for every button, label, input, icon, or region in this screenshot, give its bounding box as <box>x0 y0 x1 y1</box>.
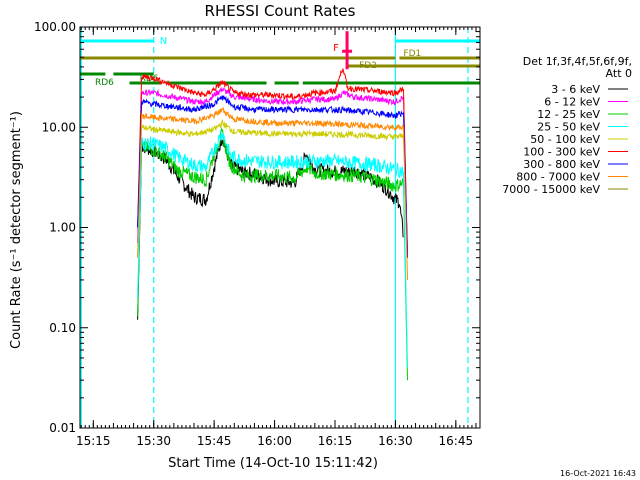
x-tick-label: 16:00 <box>257 434 292 448</box>
legend-label-800-7000-kev: 800 - 7000 keV <box>516 171 600 184</box>
y-tick-label: 0.10 <box>49 321 76 335</box>
legend-label-100-300-kev: 100 - 300 keV <box>523 146 600 159</box>
rd6-label-3: RD6 <box>95 78 114 88</box>
legend-label-25-50-kev: 25 - 50 keV <box>537 121 600 134</box>
series-line-50-100-kev <box>137 118 408 258</box>
legend-header-attenuator: Att 0 <box>606 67 632 80</box>
x-tick-label: 15:15 <box>76 434 111 448</box>
flare-label: F <box>333 43 339 54</box>
series-line-800-7000-kev <box>137 106 408 280</box>
fd2-label-2: FD2 <box>359 61 377 71</box>
series-layer <box>137 68 408 381</box>
x-tick-label: 15:45 <box>197 434 232 448</box>
y-tick-label: 10.00 <box>42 120 76 134</box>
legend-label-3-6-kev: 3 - 6 keV <box>551 83 600 96</box>
fd1-label-1: FD1 <box>403 49 421 59</box>
x-tick-label: 16:30 <box>378 434 413 448</box>
y-tick-label: 0.01 <box>49 421 76 435</box>
x-tick-label: 15:30 <box>136 434 171 448</box>
series-line-25-50-kev <box>137 131 408 368</box>
series-line-12-25-kev <box>137 126 408 381</box>
legend-label-7000-15000-kev: 7000 - 15000 keV <box>502 183 600 196</box>
y-tick-label: 1.00 <box>49 221 76 235</box>
series-line-6-12-kev <box>137 87 408 258</box>
legend-header-detectors: Det 1f,3f,4f,5f,6f,9f, <box>523 55 632 68</box>
night-label: N <box>160 36 167 47</box>
legend-label-12-25-kev: 12 - 25 keV <box>537 108 600 121</box>
legend-label-6-12-kev: 6 - 12 keV <box>544 96 600 109</box>
series-line-300-800-kev <box>137 95 408 258</box>
chart-title: RHESSI Count Rates <box>205 2 356 20</box>
series-line-100-300-kev <box>137 68 408 258</box>
y-axis-label: Count Rate (s⁻¹ detector segment⁻¹) <box>9 111 24 349</box>
axes-layer: 0.01 0.10 1.00 10.00 100.00 15:15 15:30 15:45 16… <box>34 20 481 448</box>
generated-timestamp: 16-Oct-2021 16:43 <box>560 469 636 478</box>
legend-label-50-100-kev: 50 - 100 keV <box>530 133 600 146</box>
legend-label-300-800-kev: 300 - 800 keV <box>523 158 600 171</box>
x-tick-label: 16:15 <box>318 434 353 448</box>
x-tick-label: 16:45 <box>439 434 474 448</box>
x-axis-label: Start Time (14-Oct-10 15:11:42) <box>168 456 378 471</box>
y-tick-label: 100.00 <box>34 20 76 34</box>
